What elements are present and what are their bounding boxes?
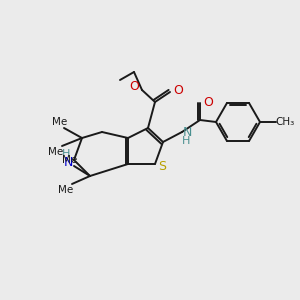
Text: Me: Me — [62, 155, 78, 165]
Text: Me: Me — [48, 147, 64, 157]
Text: O: O — [129, 80, 139, 94]
Text: Me: Me — [52, 117, 68, 127]
Text: H: H — [62, 149, 70, 159]
Text: Me: Me — [58, 185, 74, 195]
Text: O: O — [203, 97, 213, 110]
Text: H: H — [182, 136, 190, 146]
Text: N: N — [63, 155, 73, 169]
Text: N: N — [182, 127, 192, 140]
Text: CH₃: CH₃ — [275, 117, 295, 127]
Text: S: S — [158, 160, 166, 172]
Text: O: O — [173, 83, 183, 97]
